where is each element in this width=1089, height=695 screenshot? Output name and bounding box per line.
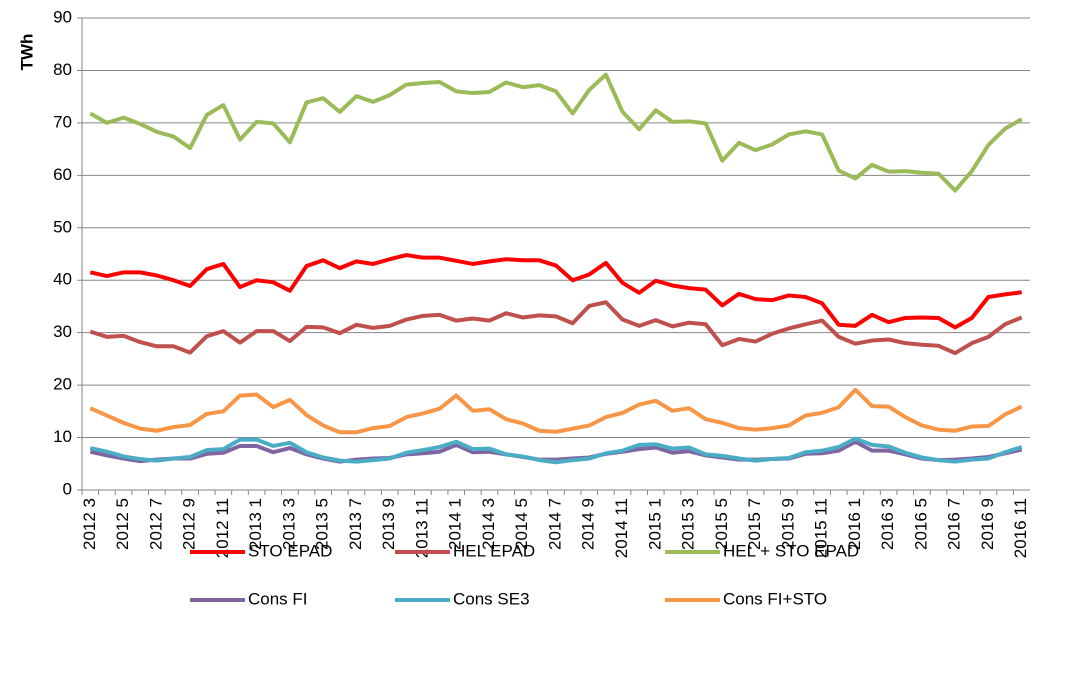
series-line — [89, 72, 1023, 193]
y-tick-label: 30 — [53, 322, 72, 341]
legend-label: STO EPAD — [248, 541, 332, 560]
legend-label: Cons FI+STO — [723, 589, 827, 608]
legend-label: HEL EPAD — [453, 541, 535, 560]
y-tick-label: 40 — [53, 270, 72, 289]
x-tick-label: 2016 9 — [978, 498, 997, 550]
x-tick-label: 2012 11 — [213, 498, 232, 558]
x-tick-label: 2012 7 — [146, 498, 165, 550]
legend-label: HEL + STO EPAD — [723, 541, 859, 560]
y-axis-title: TWh — [17, 34, 36, 71]
x-tick-label: 2015 3 — [679, 498, 698, 550]
y-tick-label: 80 — [53, 60, 72, 79]
y-tick-label: 50 — [53, 217, 72, 236]
x-tick-label: 2012 5 — [113, 498, 132, 550]
series-line — [89, 253, 1022, 330]
x-tick-label: 2014 5 — [512, 498, 531, 550]
x-tick-label: 2015 7 — [745, 498, 764, 550]
y-tick-label: 90 — [53, 7, 72, 26]
series-line — [89, 436, 1023, 465]
x-tick-label: 2013 3 — [279, 498, 298, 550]
x-tick-label: 2016 3 — [878, 498, 897, 550]
x-tick-label: 2013 11 — [412, 498, 431, 558]
y-tick-label: 60 — [53, 165, 72, 184]
x-tick-label: 2014 1 — [446, 498, 465, 550]
x-tick-label: 2016 5 — [911, 498, 930, 550]
y-tick-label: 10 — [53, 427, 72, 446]
x-tick-label: 2015 9 — [778, 498, 797, 550]
x-tick-label: 2012 3 — [80, 498, 99, 550]
x-tick-label: 2012 9 — [180, 498, 199, 550]
x-tick-label: 2013 1 — [246, 498, 265, 550]
x-tick-label: 2013 7 — [346, 498, 365, 550]
series-line — [89, 387, 1023, 435]
x-tick-label: 2014 11 — [612, 498, 631, 558]
y-tick-label: 70 — [53, 112, 72, 131]
x-tick-label: 2016 1 — [845, 498, 864, 550]
series-line — [89, 439, 1023, 464]
x-tick-label: 2015 5 — [712, 498, 731, 550]
x-tick-label: 2014 3 — [479, 498, 498, 550]
x-tick-label: 2013 9 — [379, 498, 398, 550]
y-tick-label: 20 — [53, 375, 72, 394]
x-tick-label: 2014 9 — [579, 498, 598, 550]
x-tick-label: 2016 11 — [1011, 498, 1030, 558]
series-line — [89, 300, 1023, 356]
x-tick-label: 2014 7 — [545, 498, 564, 550]
y-tick-label: 0 — [63, 479, 72, 498]
legend-label: Cons FI — [248, 589, 308, 608]
x-tick-label: 2013 5 — [313, 498, 332, 550]
x-tick-label: 2015 11 — [812, 498, 831, 558]
legend-label: Cons SE3 — [453, 589, 530, 608]
x-tick-label: 2015 1 — [645, 498, 664, 550]
x-tick-label: 2016 7 — [945, 498, 964, 550]
